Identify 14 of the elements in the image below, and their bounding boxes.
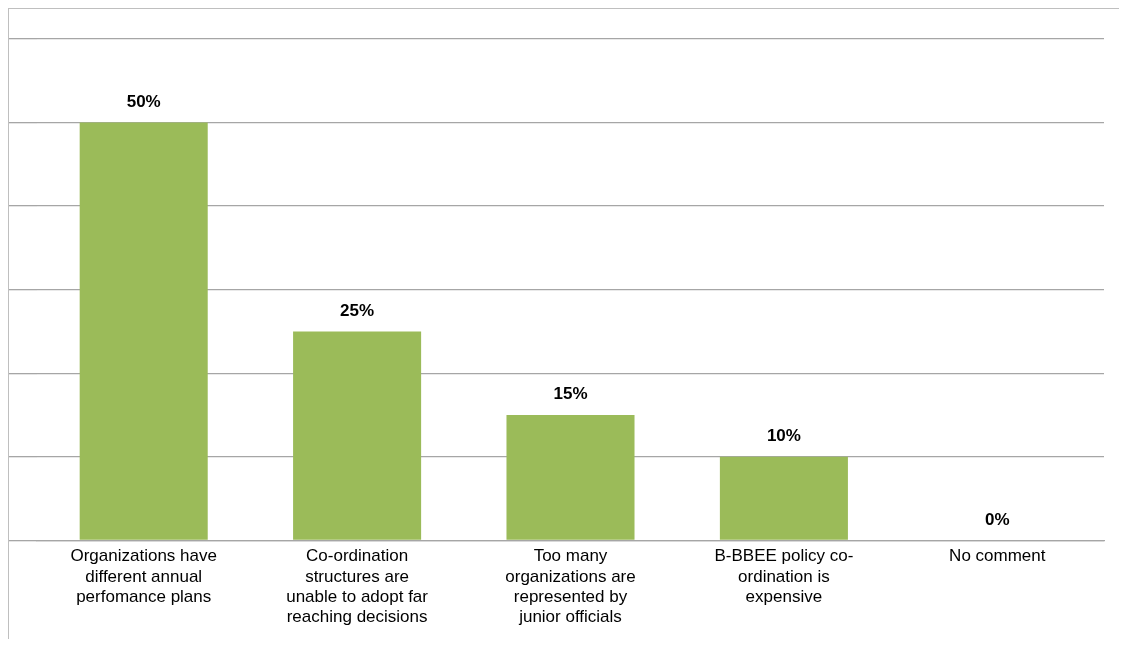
bar bbox=[506, 415, 635, 540]
data-label: 15% bbox=[553, 384, 588, 404]
x-tick-label: Co-ordination structures are unable to adopt far reaching decisions bbox=[286, 546, 429, 627]
x-tick-label: Too many organizations are represented by junior officials bbox=[505, 546, 636, 627]
data-label: 50% bbox=[126, 91, 161, 111]
x-tick-label: Organizations have different annual perfomance plans bbox=[70, 546, 217, 607]
bar bbox=[293, 331, 422, 540]
data-label: 25% bbox=[340, 300, 375, 320]
bar bbox=[79, 122, 208, 540]
data-label: 10% bbox=[766, 426, 801, 446]
bar bbox=[719, 456, 848, 540]
data-label: 0% bbox=[985, 509, 1010, 529]
x-tick-label: B-BBEE policy co-ordination is expensive bbox=[714, 546, 854, 607]
x-tick-label: No comment bbox=[949, 546, 1046, 566]
